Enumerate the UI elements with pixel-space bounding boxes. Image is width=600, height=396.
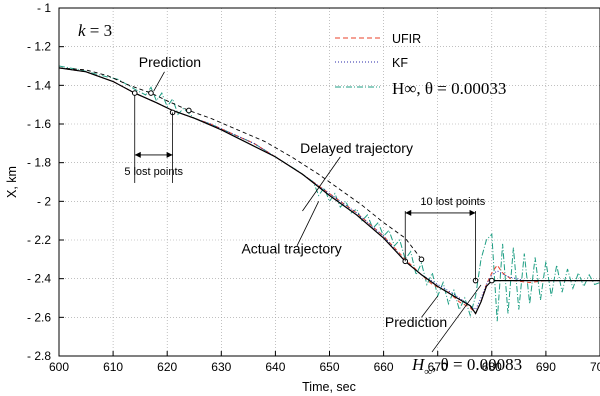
lost-point-marker <box>186 107 192 114</box>
lost-point-marker <box>489 277 495 284</box>
annotation-label: 10 lost points <box>420 196 485 208</box>
series-line-4 <box>58 67 422 260</box>
x-tick-label: 610 <box>103 360 123 374</box>
arrowhead <box>405 209 412 216</box>
y-tick-label: - 2.2 <box>27 233 51 247</box>
series-line-2 <box>58 65 600 322</box>
x-tick-label: 690 <box>536 360 556 374</box>
delayed-leader <box>302 156 341 212</box>
h-infinity-comma: , <box>432 355 441 374</box>
k-label: k = 3 <box>78 21 112 40</box>
y-tick-label: - 2.4 <box>27 272 51 286</box>
x-tick-label: 630 <box>211 360 231 374</box>
arrowhead <box>469 209 476 216</box>
annotation-label: Prediction <box>139 54 201 70</box>
y-tick-label: - 1.4 <box>27 78 51 92</box>
y-tick-label: - 2 <box>37 194 51 208</box>
annotation-label: Delayed trajectory <box>300 140 413 156</box>
lost-point-marker <box>131 90 138 96</box>
actual-leader <box>296 201 320 246</box>
h-infinity-label: H∞, θ = 0.00083 <box>411 355 522 378</box>
prediction-leader-top <box>153 71 165 92</box>
legend: UFIR KF H∞, θ = 0.00033 <box>335 32 506 98</box>
annotation-label: Actual trajectory <box>241 241 341 257</box>
x-tick-label: 670 <box>428 360 448 374</box>
arrowhead <box>134 151 141 158</box>
x-tick-label: 600 <box>49 360 69 374</box>
x-tick-label: 680 <box>482 360 502 374</box>
y-tick-label: - 1.6 <box>27 117 51 131</box>
series-line-1 <box>58 67 600 311</box>
h-infinity-subscript: ∞ <box>424 366 432 378</box>
k-label-var: k <box>78 21 86 40</box>
y-axis-label: X, km <box>5 166 19 198</box>
x-axis-label: Time, sec <box>302 380 356 394</box>
x-tick-label: 660 <box>374 360 394 374</box>
annotation-label: Prediction <box>385 314 447 330</box>
lost-point-marker <box>148 90 154 96</box>
prediction-leader-bottom <box>421 295 439 318</box>
x-tick-label: 700 <box>590 360 600 374</box>
arrowhead <box>166 151 173 158</box>
lost-point-marker <box>418 256 425 263</box>
y-tick-label: - 1.8 <box>27 156 51 170</box>
h-infinity-theta: θ = 0.00083 <box>441 355 522 374</box>
legend-kf-label: KF <box>392 56 408 70</box>
h-infinity-symbol: H <box>411 355 426 374</box>
legend-hinf-label: H∞, θ = 0.00033 <box>392 79 506 98</box>
x-tick-label: 640 <box>265 360 285 374</box>
y-tick-label: - 2.8 <box>27 349 51 363</box>
annotation-label: 5 lost points <box>124 166 183 178</box>
y-tick-label: - 1 <box>37 1 51 15</box>
y-tick-label: - 1.2 <box>27 40 51 54</box>
x-tick-label: 650 <box>319 360 339 374</box>
annotation-group: Prediction 5 lost points Delayed trajector… <box>124 54 485 330</box>
x-tick-label: 620 <box>157 360 177 374</box>
k-label-eq: = 3 <box>86 21 113 40</box>
tick-group: - 1 - 1.2 - 1.4 - 1.6 - 1.8 - 2 - 2.2 - 2.4 - 2.… <box>27 1 600 374</box>
y-tick-label: - 2.6 <box>27 310 51 324</box>
legend-ufir-label: UFIR <box>392 32 421 46</box>
h-infinity-leader <box>431 284 482 353</box>
series-line-3 <box>58 67 600 315</box>
